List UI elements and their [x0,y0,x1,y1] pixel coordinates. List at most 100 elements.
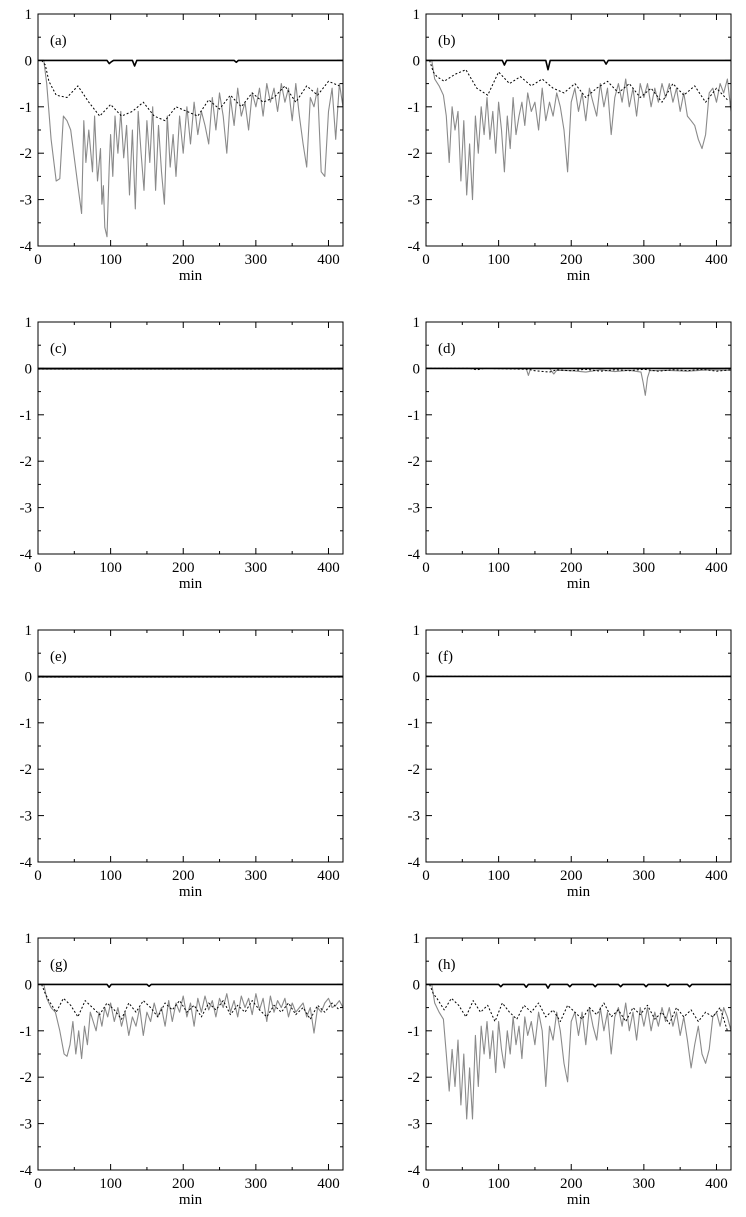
panel-label: (a) [50,33,67,49]
y-tick-label: 0 [25,53,33,69]
y-tick-label: 0 [413,53,421,69]
y-tick-label: -4 [20,239,33,255]
y-tick-label: -2 [20,454,33,470]
y-tick-label: -1 [20,716,33,732]
x-tick-label: 300 [633,868,656,884]
x-tick-label: 200 [172,1176,195,1192]
y-tick-label: -4 [408,1163,421,1179]
x-tick-label: 300 [633,1176,656,1192]
y-tick-label: -1 [408,1024,421,1040]
y-tick-label: 1 [413,623,421,639]
y-tick-label: -3 [20,193,33,209]
series-line-dotted-black [41,984,340,1020]
series-line-dotted-black [429,60,728,103]
x-tick-label: 400 [705,1176,728,1192]
panel-label: (g) [50,957,68,973]
series-line-dotted-black [41,60,340,122]
x-axis-label: min [179,576,203,592]
y-tick-label: -4 [20,855,33,871]
x-tick-label: 400 [705,868,728,884]
panel-label: (h) [438,957,456,973]
x-tick-label: 100 [99,560,122,576]
series-line-gray [431,60,731,201]
x-tick-label: 400 [317,868,340,884]
series-line-solid-black [38,983,343,989]
y-tick-label: -3 [408,1117,421,1133]
panel-label: (c) [50,341,67,357]
plot-frame [37,321,344,555]
x-axis-label: min [567,268,591,284]
series-line-solid-black [38,59,343,67]
series-group [426,59,731,201]
y-tick-label: 1 [413,315,421,331]
x-tick-label: 0 [34,1176,42,1192]
plot-frame [425,321,732,555]
x-tick-label: 0 [422,252,430,268]
y-tick-label: -3 [20,501,33,517]
panel-label: (b) [438,33,456,49]
y-tick-label: 0 [25,669,33,685]
x-tick-label: 300 [245,1176,268,1192]
x-tick-label: 400 [317,252,340,268]
x-tick-label: 0 [422,560,430,576]
y-tick-label: -3 [20,809,33,825]
series-group [426,367,731,396]
plot-frame [425,629,732,863]
x-tick-label: 0 [34,560,42,576]
y-tick-label: -1 [408,100,421,116]
x-tick-label: 200 [560,1176,583,1192]
y-tick-label: -4 [408,239,421,255]
series-group [38,59,343,238]
y-tick-label: -3 [20,1117,33,1133]
y-tick-label: 1 [25,7,33,23]
panel-label: (f) [438,649,453,665]
y-tick-label: -2 [408,762,421,778]
y-tick-label: -3 [408,809,421,825]
x-tick-label: 200 [172,868,195,884]
x-axis-label: min [179,1192,203,1208]
x-tick-label: 100 [99,252,122,268]
x-tick-label: 100 [487,868,510,884]
y-tick-label: -2 [20,1070,33,1086]
x-tick-label: 100 [487,1176,510,1192]
x-tick-label: 100 [99,1176,122,1192]
y-tick-label: -2 [408,1070,421,1086]
y-tick-label: -2 [20,762,33,778]
x-tick-label: 100 [487,560,510,576]
x-tick-label: 400 [705,252,728,268]
y-tick-label: -3 [408,193,421,209]
x-tick-label: 100 [487,252,510,268]
y-tick-label: -1 [408,408,421,424]
x-axis-label: min [179,268,203,284]
series-group [426,983,731,1120]
y-tick-label: 0 [413,669,421,685]
x-tick-label: 0 [34,868,42,884]
x-tick-label: 300 [245,252,268,268]
y-tick-label: 0 [413,977,421,993]
y-tick-label: -1 [20,1024,33,1040]
y-tick-label: -4 [20,1163,33,1179]
series-line-gray [43,60,343,238]
x-tick-label: 0 [422,1176,430,1192]
y-tick-label: 1 [413,7,421,23]
x-tick-label: 200 [172,560,195,576]
y-tick-label: 1 [25,623,33,639]
y-tick-label: -2 [20,146,33,162]
series-line-gray [43,984,343,1060]
y-tick-label: 1 [25,315,33,331]
y-tick-label: -1 [20,100,33,116]
x-axis-label: min [567,1192,591,1208]
y-tick-label: -1 [20,408,33,424]
x-tick-label: 200 [560,252,583,268]
plot-frame [37,629,344,863]
x-tick-label: 0 [34,252,42,268]
y-tick-label: -4 [20,547,33,563]
